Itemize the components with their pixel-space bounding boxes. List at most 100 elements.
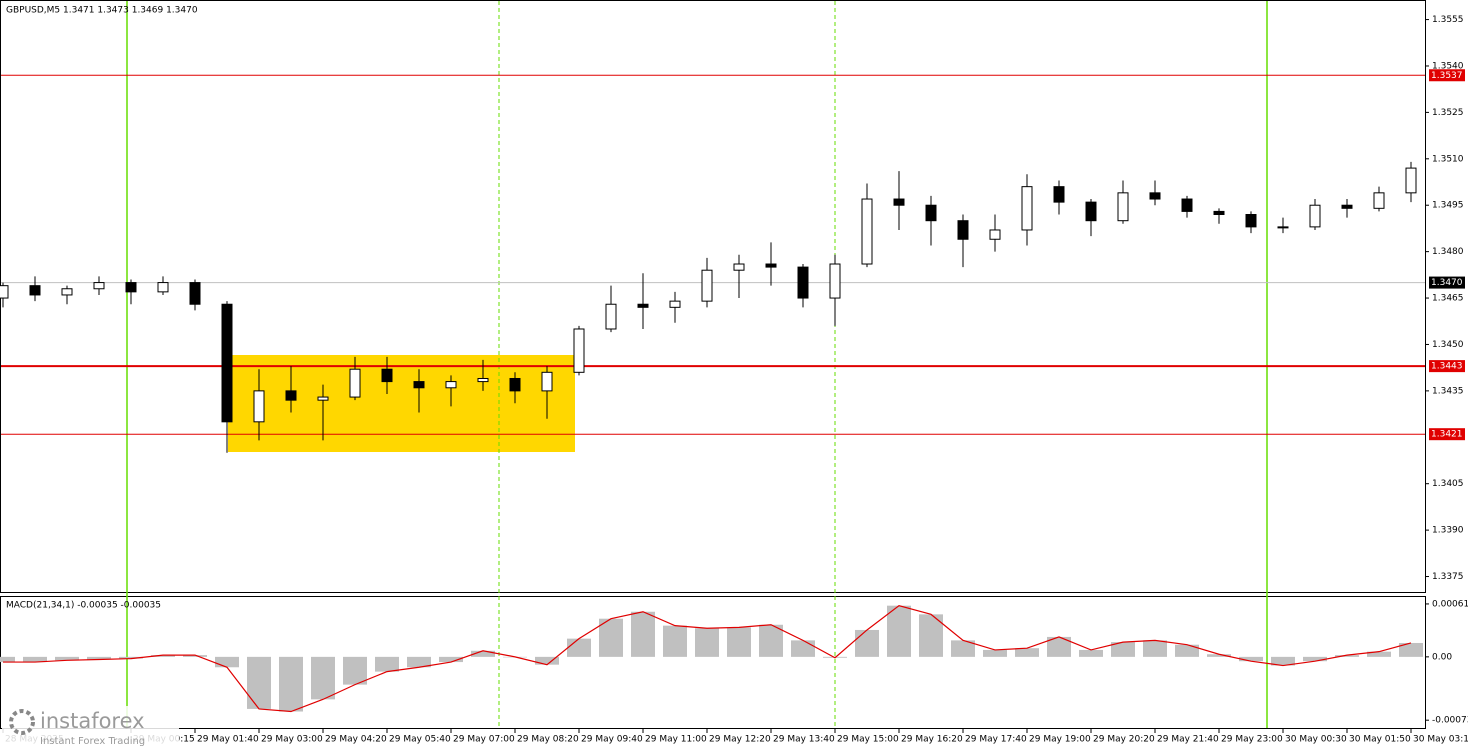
macd-panel bbox=[0, 596, 1426, 729]
y-tick-label: -0.00073 bbox=[1432, 716, 1468, 726]
candle-body bbox=[797, 266, 809, 299]
candle-body bbox=[1277, 226, 1289, 229]
macd-bar bbox=[343, 656, 367, 685]
y-tick-label: 1.3480 bbox=[1432, 247, 1464, 257]
candle-body bbox=[861, 198, 873, 265]
candle-body bbox=[605, 303, 617, 330]
level-label-box bbox=[1429, 360, 1465, 373]
candle-body bbox=[317, 396, 329, 401]
candle-body bbox=[1213, 210, 1225, 216]
macd-bar bbox=[247, 656, 271, 709]
macd-line bbox=[3, 605, 1412, 713]
candle-body bbox=[509, 377, 521, 392]
x-tick-label: 29 May 17:40 bbox=[965, 735, 1027, 745]
y-tick-label: 0.00 bbox=[1432, 652, 1452, 662]
y-tick-label: 1.3495 bbox=[1432, 201, 1464, 211]
candle-body bbox=[1405, 167, 1417, 194]
macd-bar bbox=[55, 656, 79, 661]
candle-body bbox=[1373, 192, 1385, 209]
candle-body bbox=[669, 300, 681, 308]
level-label: 1.3443 bbox=[1431, 362, 1463, 372]
x-tick-label: 29 May 08:20 bbox=[517, 735, 579, 745]
candle-body bbox=[1117, 192, 1129, 222]
macd-bar bbox=[215, 656, 239, 668]
candle-body bbox=[1341, 204, 1353, 209]
macd-bar bbox=[407, 656, 431, 668]
candle-body bbox=[349, 368, 361, 398]
candle-body bbox=[541, 371, 553, 392]
candle-body bbox=[1309, 204, 1321, 228]
x-tick-label: 29 May 15:00 bbox=[837, 735, 899, 745]
candle-body bbox=[925, 204, 937, 222]
macd-bar bbox=[1079, 649, 1103, 657]
x-tick-label: 29 May 13:40 bbox=[773, 735, 835, 745]
y-tick-label: 1.3435 bbox=[1432, 386, 1464, 396]
macd-bar bbox=[1271, 656, 1295, 666]
level-label: 1.3470 bbox=[1431, 278, 1463, 288]
macd-bar bbox=[1207, 654, 1231, 657]
macd-bar bbox=[1015, 648, 1039, 657]
y-tick-label: 1.3450 bbox=[1432, 340, 1464, 350]
watermark-name: instaforex bbox=[40, 709, 145, 733]
candle-body bbox=[285, 390, 297, 401]
macd-title: MACD(21,34,1) -0.00035 -0.00035 bbox=[6, 601, 161, 611]
x-tick-label: 29 May 04:20 bbox=[325, 735, 387, 745]
macd-bar bbox=[151, 655, 175, 657]
candle-body bbox=[0, 285, 9, 299]
macd-bar bbox=[1399, 642, 1423, 657]
candle-body bbox=[989, 229, 1001, 240]
x-tick-label: 29 May 07:00 bbox=[453, 735, 515, 745]
level-label-box bbox=[1429, 276, 1465, 289]
candle-body bbox=[1181, 198, 1193, 212]
level-label-box bbox=[1429, 69, 1465, 82]
candle-body bbox=[189, 282, 201, 305]
candle-body bbox=[125, 282, 137, 293]
candle-body bbox=[221, 303, 233, 423]
y-tick-label: 1.3465 bbox=[1432, 294, 1464, 304]
macd-bar bbox=[1111, 642, 1135, 657]
x-tick-label: 29 May 16:20 bbox=[901, 735, 963, 745]
x-tick-label: 29 May 01:40 bbox=[197, 735, 259, 745]
watermark-box bbox=[2, 706, 179, 748]
y-tick-label: 1.3540 bbox=[1432, 61, 1464, 71]
x-tick-label: 29 May 03:00 bbox=[261, 735, 323, 745]
macd-bar bbox=[183, 655, 207, 657]
macd-bar bbox=[759, 624, 783, 657]
candle-body bbox=[93, 282, 105, 290]
candle-body bbox=[381, 368, 393, 383]
macd-bar bbox=[887, 605, 911, 657]
level-label-box bbox=[1429, 428, 1465, 441]
x-tick-label: 29 May 11:00 bbox=[645, 735, 707, 745]
candle-body bbox=[893, 198, 905, 206]
y-tick-label: 1.3510 bbox=[1432, 154, 1464, 164]
macd-bar bbox=[87, 656, 111, 660]
candle-body bbox=[637, 303, 649, 308]
macd-bar bbox=[567, 638, 591, 657]
level-label: 1.3421 bbox=[1431, 430, 1463, 440]
level-label: 1.3537 bbox=[1431, 71, 1463, 81]
macd-bar bbox=[599, 618, 623, 657]
candle-body bbox=[1085, 201, 1097, 222]
candle-body bbox=[573, 328, 585, 373]
y-tick-label: 1.3405 bbox=[1432, 479, 1464, 489]
candle-body bbox=[957, 220, 969, 240]
x-tick-label: 29 May 19:00 bbox=[1029, 735, 1091, 745]
x-tick-label: 29 May 05:40 bbox=[389, 735, 451, 745]
candle-body bbox=[765, 263, 777, 268]
x-tick-label: 29 May 23:00 bbox=[1221, 735, 1283, 745]
x-tick-label: 29 May 12:20 bbox=[709, 735, 771, 745]
macd-bar bbox=[279, 656, 303, 712]
candle-body bbox=[733, 263, 745, 271]
candle-body bbox=[157, 282, 169, 293]
candle-body bbox=[829, 263, 841, 299]
y-tick-label: 1.3375 bbox=[1432, 572, 1464, 582]
candle-body bbox=[1149, 192, 1161, 200]
watermark-icon bbox=[9, 709, 35, 735]
candle-body bbox=[61, 288, 73, 296]
macd-bar bbox=[1143, 640, 1167, 657]
x-tick-label: 29 May 09:40 bbox=[581, 735, 643, 745]
macd-bar bbox=[311, 656, 335, 700]
candle-body bbox=[413, 381, 425, 389]
candle-body bbox=[701, 269, 713, 302]
